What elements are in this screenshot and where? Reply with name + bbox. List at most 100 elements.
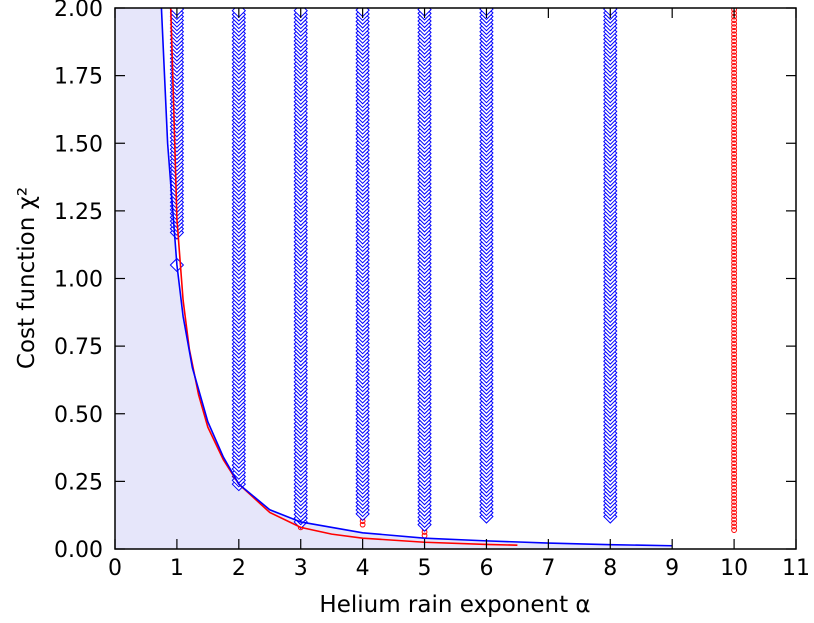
data-point [731,210,737,217]
y-tick-label: 0.75 [54,335,103,360]
y-tick-label: 0.50 [54,403,103,428]
data-point [731,499,737,505]
data-point [731,147,737,154]
data-point [731,122,737,129]
data-point [731,386,737,393]
data-point [731,245,737,252]
data-point [731,484,737,491]
marker-column [731,8,737,533]
x-tick-label: 7 [541,556,555,581]
data-point [731,129,737,136]
data-point [731,94,737,101]
data-point [731,270,737,277]
y-tick-label: 1.75 [54,65,103,90]
data-point [731,305,737,312]
data-point [731,456,737,463]
data-point [731,291,737,298]
data-point [731,52,737,59]
data-point [731,368,737,375]
data-point [731,112,737,119]
data-point [731,467,737,474]
marker-column [479,8,494,524]
data-point [731,309,737,315]
data-point [731,266,737,273]
data-point [731,171,737,178]
data-point [731,288,737,294]
data-point [731,312,737,319]
data-point [731,404,737,410]
data-point [731,407,737,414]
data-point [731,119,737,126]
data-point [731,439,737,446]
y-tick-label: 2.00 [54,0,103,22]
data-point [731,372,737,379]
data-point [731,333,737,340]
data-point [731,382,737,389]
data-point [731,242,737,249]
data-point [731,442,737,449]
data-point [731,133,737,140]
y-tick-label: 1.00 [54,268,103,293]
data-point [731,164,737,171]
data-point [731,523,737,530]
data-point [731,235,737,242]
data-point [731,509,737,516]
data-point [731,48,737,55]
data-point [731,55,737,62]
data-point [731,179,737,185]
data-point [731,316,737,322]
y-tick-label: 0.00 [54,538,103,563]
data-point [731,143,737,150]
data-point [731,228,737,235]
data-point [731,425,737,431]
y-tick-label: 1.25 [54,200,103,225]
data-point [731,154,737,161]
marker-column [417,8,432,532]
data-point [731,449,737,456]
data-point [731,435,737,442]
data-point [731,281,737,287]
data-point [731,66,737,73]
marker-column [355,8,370,522]
blue-envelope-curve [160,8,673,547]
data-point [731,460,737,467]
data-point [731,506,737,512]
marker-column [231,8,247,492]
data-point [731,344,737,351]
data-point [731,390,737,396]
x-tick-label: 10 [720,556,748,581]
data-point [731,284,737,291]
data-point [731,411,737,417]
data-point [731,326,737,333]
data-point [731,273,737,280]
data-point [731,31,737,38]
x-tick-label: 5 [418,556,432,581]
data-point [731,453,737,460]
data-point [731,231,737,238]
data-point [731,256,737,263]
data-point [731,41,737,48]
x-tick-label: 9 [665,556,679,581]
data-point [731,140,737,147]
data-point [731,91,737,97]
data-point [731,189,737,196]
data-point [731,203,737,210]
data-point [731,221,737,228]
data-point [731,477,737,484]
x-tick-label: 8 [603,556,617,581]
data-point [731,354,737,361]
data-point [731,474,737,481]
x-tick-label: 0 [108,556,122,581]
data-point [731,182,737,189]
data-point [731,492,737,498]
data-point [731,397,737,403]
data-point [731,527,737,533]
data-point [731,263,737,270]
y-tick-label: 1.50 [54,132,103,157]
data-point [731,513,737,519]
data-point [731,108,737,115]
data-point [731,488,737,495]
data-point [731,38,737,45]
data-point [731,249,737,256]
x-tick-label: 3 [294,556,308,581]
